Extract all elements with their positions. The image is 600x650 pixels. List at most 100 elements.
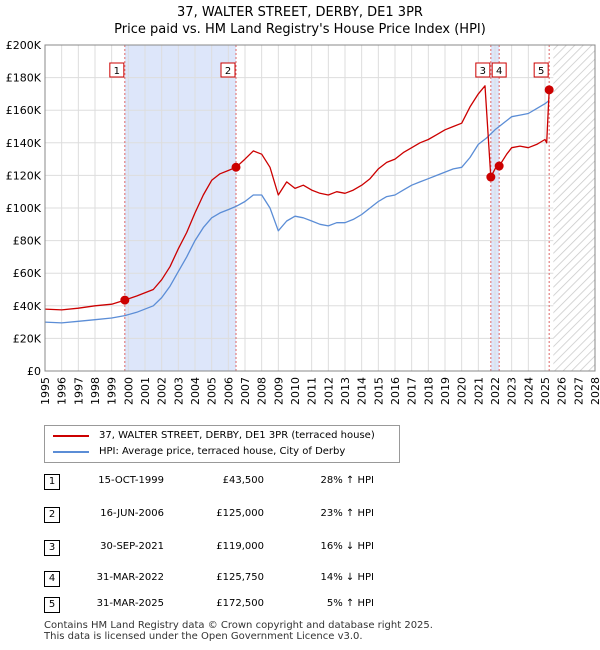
x-tick-label: 2019 bbox=[439, 377, 452, 405]
x-tick-label: 2006 bbox=[222, 377, 235, 405]
sale-price: £43,500 bbox=[222, 475, 264, 486]
x-tick-label: 1996 bbox=[56, 377, 69, 405]
x-tick-label: 2027 bbox=[572, 377, 585, 405]
chart-subtitle: Price paid vs. HM Land Registry's House … bbox=[114, 22, 486, 37]
forecast-hatch bbox=[553, 45, 595, 371]
sale-label-box bbox=[491, 62, 507, 78]
sale-label-box bbox=[109, 62, 125, 78]
x-tick-label: 2015 bbox=[372, 377, 385, 405]
sale-date: 30-SEP-2021 bbox=[100, 541, 164, 552]
y-tick-label: £40K bbox=[13, 300, 42, 313]
x-tick-label: 2003 bbox=[172, 377, 185, 405]
legend-swatch-property bbox=[53, 435, 89, 437]
chart-title: 37, WALTER STREET, DERBY, DE1 3PR bbox=[177, 5, 423, 20]
sale-number: 4 bbox=[44, 571, 60, 587]
footer: Contains HM Land Registry data © Crown c… bbox=[44, 620, 433, 642]
x-tick-label: 2011 bbox=[306, 377, 319, 405]
x-tick-label: 1997 bbox=[72, 377, 85, 405]
y-tick-label: £180K bbox=[6, 72, 42, 85]
x-tick-label: 2025 bbox=[539, 377, 552, 405]
x-tick-label: 2010 bbox=[289, 377, 302, 405]
x-tick-label: 2028 bbox=[589, 377, 600, 405]
x-tick-label: 2020 bbox=[456, 377, 469, 405]
x-tick-label: 2012 bbox=[322, 377, 335, 405]
x-tick-label: 2014 bbox=[356, 377, 369, 405]
x-tick-label: 2026 bbox=[556, 377, 569, 405]
y-tick-label: £160K bbox=[6, 104, 42, 117]
table-row: 1 15-OCT-1999 £43,500 28% ↑ HPI bbox=[44, 474, 424, 490]
x-tick-label: 2024 bbox=[522, 377, 535, 405]
legend-label-hpi: HPI: Average price, terraced house, City… bbox=[99, 446, 346, 457]
footer-licence: This data is licensed under the Open Gov… bbox=[44, 631, 363, 642]
y-tick-label: £80K bbox=[13, 235, 42, 248]
sale-label-box bbox=[475, 62, 491, 78]
y-tick-label: £0 bbox=[27, 365, 41, 378]
y-tick-label: £140K bbox=[6, 137, 42, 150]
x-tick-label: 2007 bbox=[239, 377, 252, 405]
legend-swatch-hpi bbox=[53, 451, 89, 453]
table-row: 2 16-JUN-2006 £125,000 23% ↑ HPI bbox=[44, 507, 424, 523]
sale-label-number: 4 bbox=[496, 66, 502, 77]
y-tick-label: £120K bbox=[6, 169, 42, 182]
sale-number: 5 bbox=[44, 597, 60, 613]
y-tick-label: £200K bbox=[6, 39, 42, 52]
sale-date: 31-MAR-2025 bbox=[96, 598, 164, 609]
sale-number: 2 bbox=[44, 507, 60, 523]
sale-number: 3 bbox=[44, 540, 60, 556]
x-tick-label: 2017 bbox=[406, 377, 419, 405]
sale-point bbox=[231, 162, 241, 172]
sale-label-number: 5 bbox=[538, 66, 544, 77]
x-tick-label: 2002 bbox=[156, 377, 169, 405]
x-tick-label: 2018 bbox=[422, 377, 435, 405]
x-tick-label: 2008 bbox=[256, 377, 269, 405]
sale-hpi: 14% ↓ HPI bbox=[320, 572, 374, 583]
sale-label-number: 1 bbox=[114, 66, 120, 77]
table-row: 5 31-MAR-2025 £172,500 5% ↑ HPI bbox=[44, 597, 424, 613]
sale-point bbox=[486, 172, 496, 182]
x-tick-label: 2004 bbox=[189, 377, 202, 405]
sale-label-box bbox=[533, 62, 549, 78]
chart-title-block: 37, WALTER STREET, DERBY, DE1 3PR Price … bbox=[0, 4, 600, 38]
sale-point bbox=[120, 295, 130, 305]
x-tick-label: 2000 bbox=[122, 377, 135, 405]
sale-hpi: 16% ↓ HPI bbox=[320, 541, 374, 552]
sale-hpi: 5% ↑ HPI bbox=[326, 598, 374, 609]
sale-date: 31-MAR-2022 bbox=[96, 572, 164, 583]
sale-hpi: 23% ↑ HPI bbox=[320, 508, 374, 519]
sale-number: 1 bbox=[44, 474, 60, 490]
x-tick-label: 2016 bbox=[389, 377, 402, 405]
x-tick-label: 1999 bbox=[106, 377, 119, 405]
y-tick-label: £100K bbox=[6, 202, 42, 215]
sale-price: £119,000 bbox=[216, 541, 264, 552]
x-tick-label: 2022 bbox=[489, 377, 502, 405]
sale-point bbox=[544, 85, 554, 95]
x-tick-label: 2021 bbox=[472, 377, 485, 405]
sale-label-number: 3 bbox=[480, 66, 486, 77]
property-series-line bbox=[44, 85, 550, 311]
legend: 37, WALTER STREET, DERBY, DE1 3PR (terra… bbox=[44, 425, 400, 463]
table-row: 3 30-SEP-2021 £119,000 16% ↓ HPI bbox=[44, 540, 424, 556]
sale-point bbox=[494, 161, 504, 171]
x-tick-label: 2001 bbox=[139, 377, 152, 405]
plot-frame bbox=[44, 44, 596, 372]
sale-date: 15-OCT-1999 bbox=[98, 475, 164, 486]
footer-copyright: Contains HM Land Registry data © Crown c… bbox=[44, 620, 433, 631]
x-tick-label: 1995 bbox=[39, 377, 52, 405]
hpi-series-line bbox=[44, 99, 550, 324]
sale-price: £125,750 bbox=[216, 572, 264, 583]
sale-date: 16-JUN-2006 bbox=[100, 508, 164, 519]
x-tick-label: 1998 bbox=[89, 377, 102, 405]
x-tick-label: 2023 bbox=[506, 377, 519, 405]
sale-hpi: 28% ↑ HPI bbox=[320, 475, 374, 486]
sale-price: £125,000 bbox=[216, 508, 264, 519]
sale-label-number: 2 bbox=[225, 66, 231, 77]
sale-label-box bbox=[220, 62, 236, 78]
x-tick-label: 2005 bbox=[206, 377, 219, 405]
y-tick-label: £20K bbox=[13, 332, 42, 345]
table-row: 4 31-MAR-2022 £125,750 14% ↓ HPI bbox=[44, 571, 424, 587]
x-tick-label: 2009 bbox=[272, 377, 285, 405]
y-tick-label: £60K bbox=[13, 267, 42, 280]
sale-price: £172,500 bbox=[216, 598, 264, 609]
legend-label-property: 37, WALTER STREET, DERBY, DE1 3PR (terra… bbox=[99, 430, 375, 441]
